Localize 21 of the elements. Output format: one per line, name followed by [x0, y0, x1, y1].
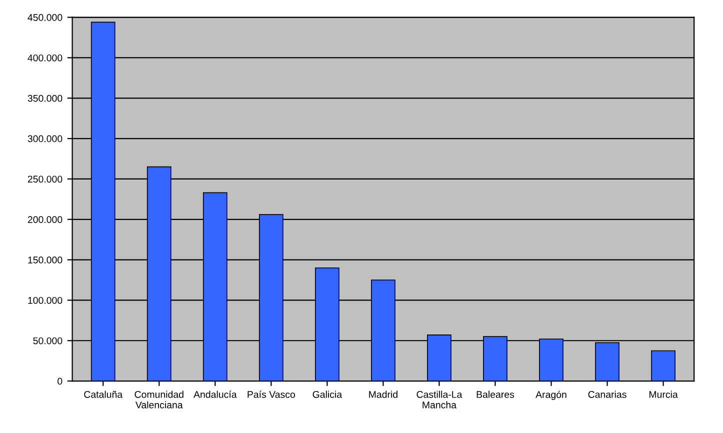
y-tick-label: 300.000 [28, 135, 62, 142]
y-tick-label: 0 [58, 378, 62, 385]
x-tick-label: Andalucía [194, 390, 237, 398]
y-tick-label: 100.000 [28, 296, 62, 304]
x-tick-label: País Vasco [248, 390, 295, 398]
y-tick-label: 250.000 [28, 176, 62, 183]
x-tick-label: Baleares [476, 390, 514, 398]
y-tick-label: 350.000 [28, 94, 62, 102]
x-tick-label: Comunidad Valenciana [134, 390, 184, 408]
x-tick-label: Castilla-La Mancha [416, 390, 462, 408]
x-tick-label: Madrid [369, 390, 398, 398]
x-tick-label: Aragón [536, 390, 566, 400]
y-tick-label: 50.000 [33, 337, 62, 344]
x-tick-label: Murcia [649, 390, 678, 398]
y-tick-label: 150.000 [28, 256, 62, 264]
y-tick-label: 200.000 [28, 216, 62, 224]
x-tick-label: Cataluña [84, 390, 123, 398]
x-tick-label: Canarias [588, 390, 626, 398]
x-tick-label: Galicia [312, 390, 342, 398]
y-tick-label: 400.000 [28, 54, 62, 62]
y-tick-label: 450.000 [28, 14, 62, 21]
